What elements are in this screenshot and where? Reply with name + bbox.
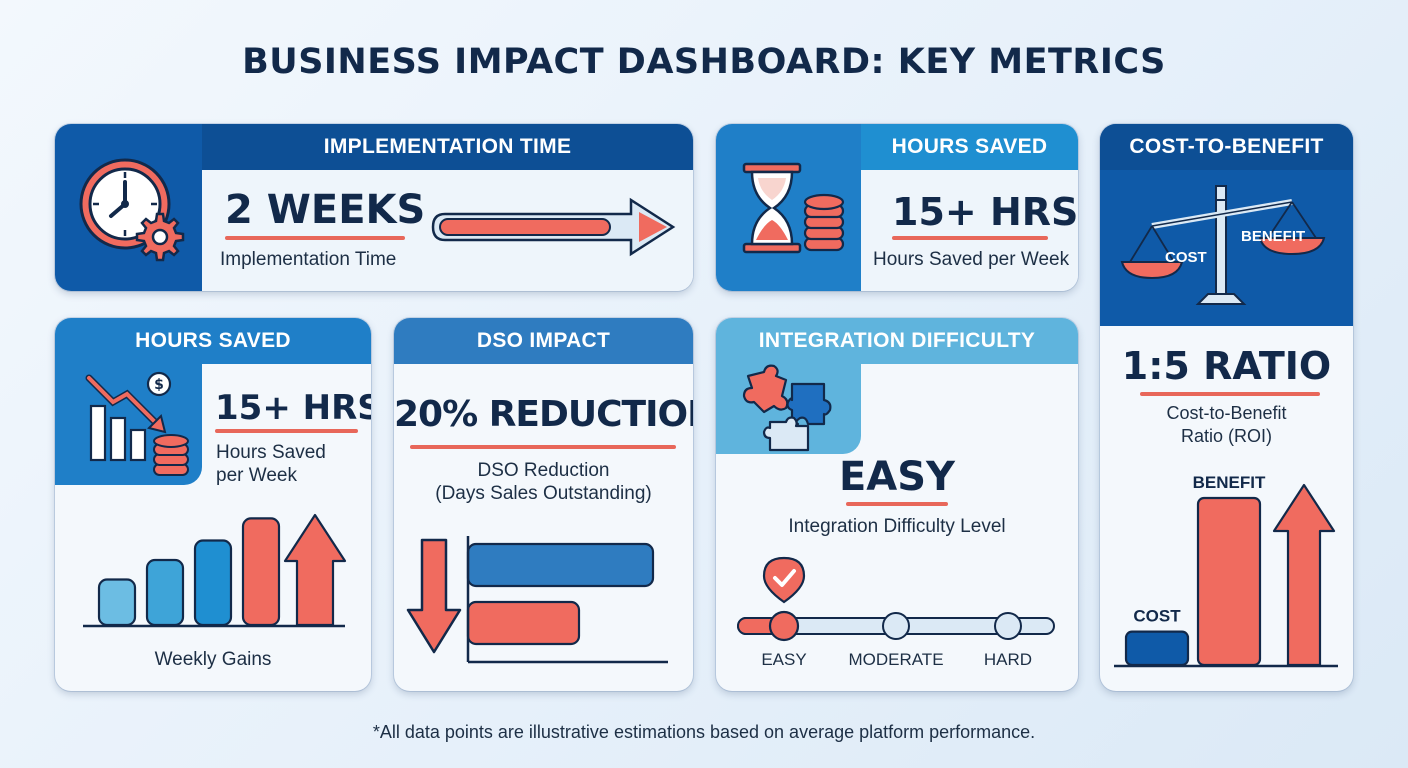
- scale-benefit-label: BENEFIT: [1241, 228, 1306, 245]
- hours-saved-bottom-card: HOURS SAVED $ 15+ HRS Hours Saved per We…: [55, 318, 371, 691]
- weekly-gain-bar: [241, 517, 281, 627]
- implementation-value: 2 WEEKS: [225, 187, 426, 233]
- dso-underline: [410, 445, 676, 449]
- implementation-header-text: IMPLEMENTATION TIME: [323, 135, 572, 158]
- puzzle-icon: [742, 364, 832, 452]
- balance-scale-icon: [1120, 185, 1326, 305]
- hours-top-underline: [892, 236, 1048, 240]
- difficulty-slider[interactable]: [726, 554, 1066, 644]
- dso-header-text: DSO IMPACT: [476, 329, 611, 352]
- dso-header: DSO IMPACT: [394, 318, 693, 364]
- coin-stack-icon: [803, 193, 845, 252]
- hours-bottom-value: 15+ HRS: [215, 388, 371, 428]
- cost-benefit-underline: [1140, 392, 1320, 396]
- weekly-gain-bar: [193, 539, 233, 627]
- hours-saved-top-card: HOURS SAVED 15+ HRS Hours Saved per Week: [716, 124, 1078, 291]
- hours-top-body: [861, 170, 1078, 291]
- roi-up-arrow-icon: [1272, 483, 1336, 667]
- hours-top-label: Hours Saved per Week: [873, 249, 1070, 270]
- gear-icon: [135, 212, 185, 262]
- hours-bottom-header: HOURS SAVED: [55, 318, 371, 364]
- cost-benefit-header-text: COST-TO-BENEFIT: [1129, 135, 1324, 158]
- roi-bar-label: COST: [1133, 607, 1181, 626]
- dso-value: 20% REDUCTION: [394, 394, 693, 435]
- roi-bar-chart: COST BENEFIT: [1114, 473, 1338, 668]
- down-arrow-icon: [406, 538, 462, 654]
- dso-bar: [466, 542, 655, 588]
- cost-to-benefit-card: COST-TO-BENEFIT COST BENEFIT 1:5 RATIO C…: [1100, 124, 1353, 691]
- hourglass-icon: [742, 162, 802, 254]
- roi-bar: [1196, 496, 1262, 667]
- dso-label-2: (Days Sales Outstanding): [435, 483, 652, 504]
- hours-top-header-text: HOURS SAVED: [891, 135, 1048, 158]
- cost-benefit-label-1: Cost-to-Benefit: [1166, 403, 1287, 423]
- dso-label-1: DSO Reduction: [477, 460, 610, 481]
- dso-bar-chart: [466, 536, 668, 664]
- dso-impact-card: DSO IMPACT 20% REDUCTION DSO Reduction (…: [394, 318, 693, 691]
- weekly-gain-bar: [145, 558, 185, 627]
- footer-note: *All data points are illustrative estima…: [372, 722, 1036, 742]
- slider-level-hard[interactable]: HARD: [983, 650, 1033, 669]
- up-arrow-icon: [283, 513, 347, 627]
- cost-benefit-value: 1:5 RATIO: [1121, 344, 1332, 388]
- cost-benefit-header: COST-TO-BENEFIT: [1100, 124, 1353, 170]
- hours-bottom-label-1: Hours Saved: [216, 442, 326, 463]
- arrow-right-icon: [431, 197, 676, 257]
- integration-value: EASY: [838, 454, 956, 500]
- slider-level-easy[interactable]: EASY: [761, 650, 807, 669]
- integration-label: Integration Difficulty Level: [788, 516, 1006, 537]
- roi-bar-label: BENEFIT: [1193, 473, 1266, 492]
- coin-stack-icon: [153, 434, 189, 476]
- hours-top-value: 15+ HRS: [892, 190, 1078, 234]
- implementation-time-card: IMPLEMENTATION TIME 2 WEEKS Implementati…: [55, 124, 693, 291]
- implementation-header: IMPLEMENTATION TIME: [202, 124, 693, 170]
- integration-underline: [846, 502, 948, 506]
- slider-level-moderate[interactable]: MODERATE: [848, 650, 944, 669]
- hours-bottom-underline: [215, 429, 358, 433]
- scale-cost-label: COST: [1165, 249, 1207, 266]
- implementation-underline: [225, 236, 405, 240]
- hours-bottom-label-2: per Week: [216, 465, 297, 486]
- hours-bottom-header-text: HOURS SAVED: [135, 329, 291, 352]
- weekly-gains-caption: Weekly Gains: [154, 649, 272, 670]
- dso-bar: [466, 600, 581, 646]
- page-title: BUSINESS IMPACT DASHBOARD: KEY METRICS: [242, 42, 1166, 82]
- hours-top-header: HOURS SAVED: [861, 124, 1078, 170]
- cost-benefit-label-2: Ratio (ROI): [1180, 426, 1272, 446]
- integration-header-text: INTEGRATION DIFFICULTY: [758, 329, 1036, 352]
- weekly-gain-bar: [97, 578, 137, 627]
- integration-difficulty-card: INTEGRATION DIFFICULTY EASY Integration …: [716, 318, 1078, 691]
- roi-bar: [1124, 630, 1190, 667]
- implementation-label: Implementation Time: [220, 249, 397, 270]
- weekly-gains-chart: [83, 513, 347, 628]
- svg-text:$: $: [154, 377, 164, 393]
- integration-header: INTEGRATION DIFFICULTY: [716, 318, 1078, 364]
- clock-icon: [79, 158, 171, 250]
- declining-bar-chart-icon: $: [85, 371, 172, 462]
